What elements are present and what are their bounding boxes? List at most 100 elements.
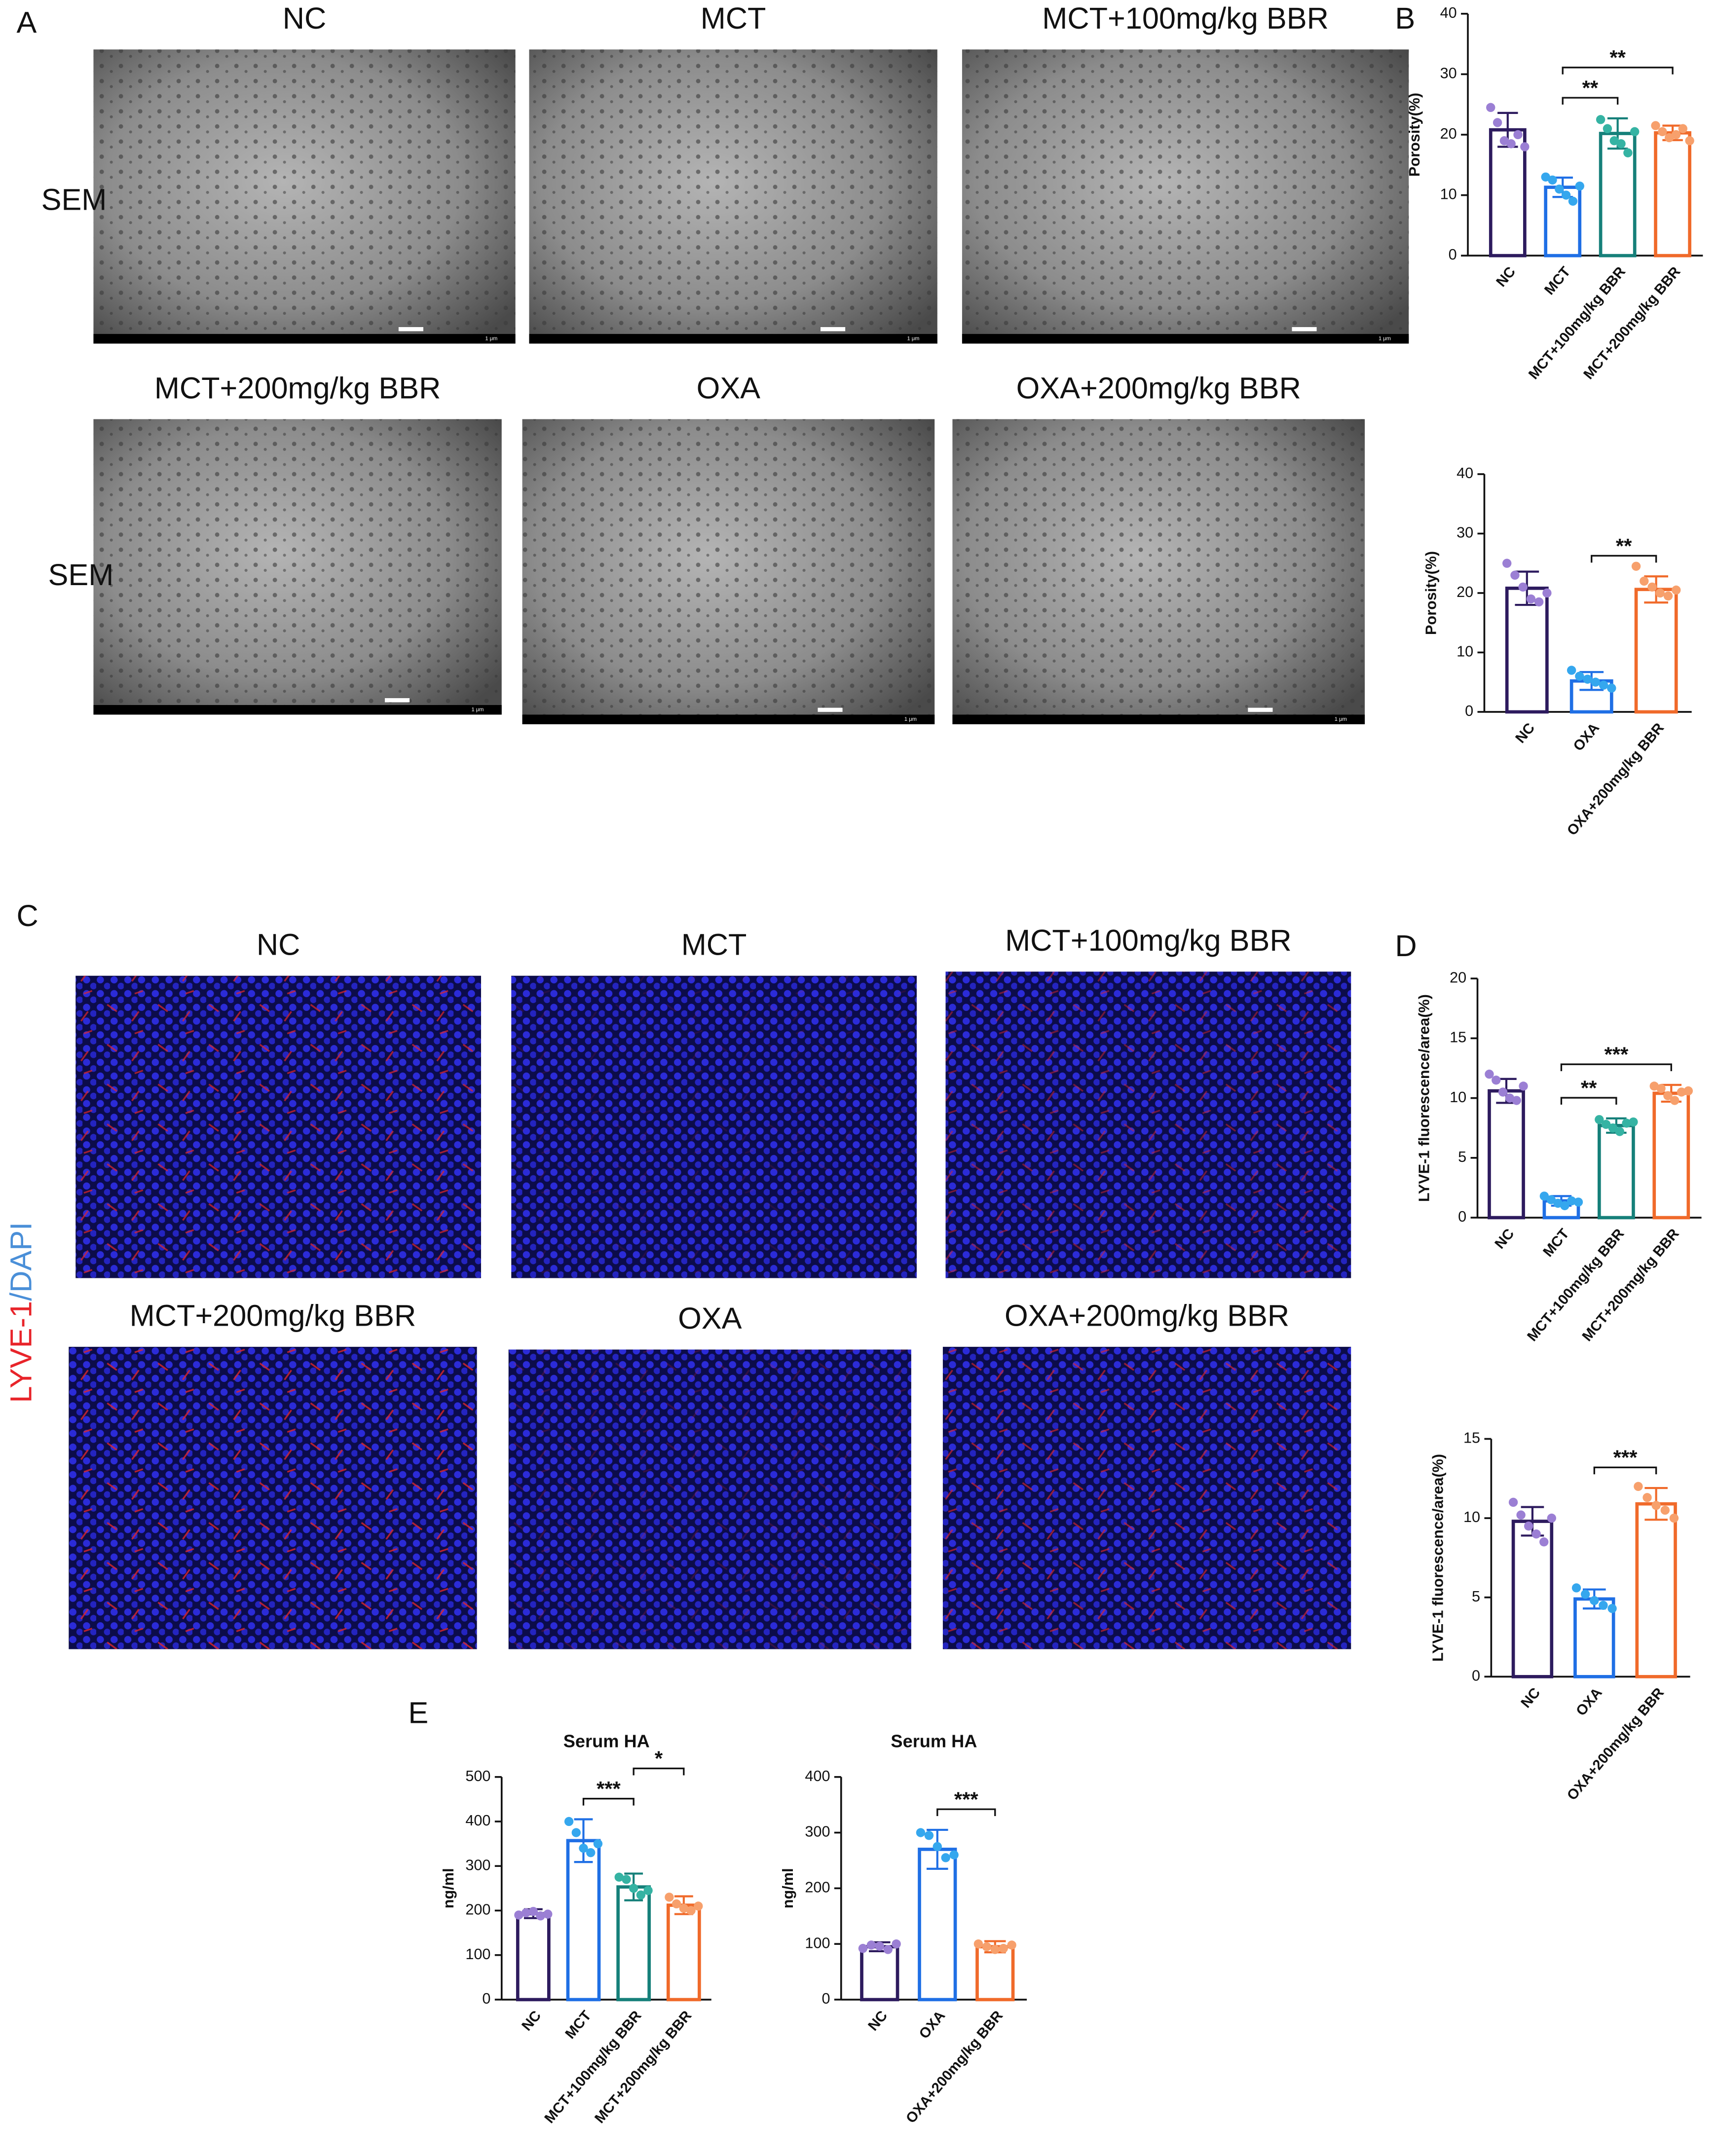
sem-image: 1 μm	[952, 419, 1365, 724]
data-point	[892, 1939, 901, 1949]
sem-info-bar	[952, 714, 1365, 724]
image-title: MCT+200mg/kg BBR	[154, 371, 441, 405]
scale-bar	[1248, 707, 1273, 712]
data-point	[1678, 124, 1687, 133]
scale-bar	[384, 698, 410, 703]
y-axis-label: Porosity(%)	[1423, 551, 1440, 635]
x-tick-label: NC	[1494, 264, 1519, 290]
data-point	[1583, 674, 1592, 684]
scale-bar	[818, 707, 843, 712]
image-title: NC	[257, 928, 300, 961]
significance-label: **	[1581, 1076, 1597, 1099]
y-tick-label: 10	[1463, 1509, 1480, 1525]
x-tick-label: OXA+200mg/kg BBR	[903, 2008, 1006, 2126]
y-tick-label: 500	[465, 1768, 490, 1784]
data-point	[1603, 124, 1612, 133]
bar	[1652, 1091, 1690, 1220]
data-point	[536, 1911, 545, 1921]
y-tick-label: 0	[482, 1990, 490, 2007]
y-axis-label: Porosity(%)	[1406, 93, 1423, 177]
data-point	[543, 1909, 553, 1919]
panel-label: B	[1395, 1, 1415, 35]
x-tick-label: MCT	[562, 2008, 595, 2042]
data-point	[1548, 175, 1557, 185]
sem-pores	[93, 49, 516, 344]
data-point	[1622, 1118, 1631, 1128]
data-point	[933, 1842, 942, 1851]
y-axis-label: LYVE-1 fluorescence/area(%)	[1430, 1454, 1447, 1662]
significance-label: **	[1609, 46, 1626, 69]
data-point	[622, 1875, 631, 1884]
data-point	[866, 1940, 876, 1950]
sem-image: 1 μm	[93, 419, 502, 715]
fluorescence-image	[75, 975, 481, 1278]
y-tick-label: 10	[1450, 1089, 1466, 1106]
y-tick-label: 5	[1472, 1588, 1480, 1605]
if-vessels	[511, 975, 917, 1278]
data-point	[1498, 1087, 1508, 1097]
scale-label: 1 μm	[1335, 716, 1347, 722]
data-point	[1616, 139, 1626, 149]
x-tick-label: MCT+200mg/kg BBR	[1579, 1226, 1682, 1344]
data-point	[1664, 133, 1674, 143]
significance-bracket	[1562, 67, 1674, 74]
scale-label: 1 μm	[485, 336, 497, 342]
y-tick-label: 400	[805, 1768, 830, 1784]
bar	[1488, 1089, 1525, 1220]
sem-pores	[93, 419, 502, 715]
image-title: OXA+200mg/kg BBR	[1016, 371, 1301, 405]
scale-label: 1 μm	[1379, 336, 1391, 342]
fluorescence-image	[511, 975, 917, 1278]
data-point	[1546, 1195, 1556, 1204]
data-point	[636, 1890, 646, 1900]
y-tick-label: 30	[1440, 65, 1457, 82]
data-point	[571, 1828, 581, 1837]
data-point	[1647, 582, 1657, 592]
data-point	[593, 1839, 603, 1849]
y-tick-label: 15	[1450, 1029, 1466, 1046]
data-point	[1531, 1529, 1541, 1539]
significance-label: **	[1582, 76, 1599, 99]
data-point	[1643, 1493, 1652, 1502]
chart-title: Serum HA	[563, 1731, 650, 1751]
significance-label: ***	[1604, 1043, 1629, 1066]
data-point	[1524, 1521, 1533, 1531]
sem-info-bar	[93, 705, 502, 715]
scale-bar	[1292, 327, 1317, 332]
if-vessels	[69, 1346, 477, 1649]
data-point	[1615, 1127, 1624, 1136]
x-tick-label: MCT	[1540, 1226, 1572, 1260]
significance-bracket	[1560, 1097, 1617, 1105]
error-bar	[574, 1818, 593, 1863]
error-bar	[1644, 575, 1668, 604]
y-axis-label: LYVE-1 fluorescence/area(%)	[1416, 994, 1433, 1202]
x-tick-label: NC	[519, 2008, 545, 2034]
x-tick-label: OXA	[916, 2008, 948, 2042]
data-point	[643, 1886, 653, 1896]
y-tick-label: 30	[1457, 524, 1473, 541]
data-point	[875, 1941, 884, 1951]
data-point	[1651, 121, 1660, 130]
data-point	[1560, 1201, 1569, 1210]
data-point	[1512, 1096, 1521, 1105]
if-vessels	[508, 1349, 911, 1649]
sem-info-bar	[522, 714, 935, 724]
bar	[1489, 128, 1527, 258]
image-title: MCT+100mg/kg BBR	[1042, 1, 1329, 35]
data-point	[1573, 1197, 1583, 1207]
row-label-part: /DAPI	[4, 1222, 38, 1301]
data-point	[694, 1901, 703, 1911]
data-point	[916, 1828, 926, 1837]
x-tick-label: MCT+100mg/kg BBR	[1524, 1226, 1627, 1344]
y-tick-label: 0	[1449, 246, 1457, 263]
fluorescence-image	[942, 1346, 1351, 1649]
y-tick-label: 20	[1450, 969, 1466, 986]
chart-title: Serum HA	[891, 1731, 977, 1751]
y-tick-label: 20	[1457, 584, 1473, 600]
scale-label: 1 μm	[904, 716, 917, 722]
image-title: OXA+200mg/kg BBR	[1005, 1299, 1289, 1333]
data-point	[1631, 561, 1641, 571]
fluorescence-image	[945, 971, 1351, 1278]
data-point	[586, 1848, 596, 1858]
